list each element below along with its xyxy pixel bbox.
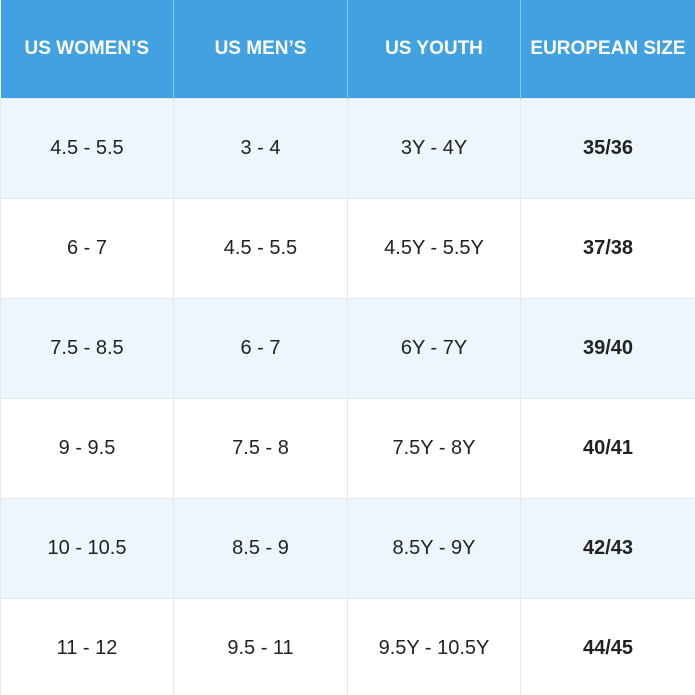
table-cell: 39/40: [520, 298, 695, 399]
table-row: 4.5 - 5.5 3 - 4 3Y - 4Y 35/36: [0, 98, 695, 199]
table-cell: 40/41: [520, 398, 695, 499]
table-cell: 9.5 - 11: [173, 598, 348, 695]
table-cell: 6 - 7: [0, 198, 174, 299]
table-cell: 10 - 10.5: [0, 498, 174, 599]
table-cell: 42/43: [520, 498, 695, 599]
table-cell: 3 - 4: [173, 98, 348, 199]
table-cell: 8.5 - 9: [173, 498, 348, 599]
table-cell: 7.5 - 8: [173, 398, 348, 499]
table-cell: 44/45: [520, 598, 695, 695]
table-body: 4.5 - 5.5 3 - 4 3Y - 4Y 35/36 6 - 7 4.5 - 5.5…: [0, 98, 695, 695]
table-cell: 9.5Y - 10.5Y: [347, 598, 521, 695]
table-cell: 4.5 - 5.5: [173, 198, 348, 299]
table-cell: 35/36: [520, 98, 695, 199]
table-row: 10 - 10.5 8.5 - 9 8.5Y - 9Y 42/43: [0, 498, 695, 599]
header-row: US WOMEN’S US MEN’S US YOUTH EUROPEAN SIZE: [0, 0, 695, 99]
header-cell: US YOUTH: [347, 0, 521, 99]
table-cell: 7.5 - 8.5: [0, 298, 174, 399]
table-head: US WOMEN’S US MEN’S US YOUTH EUROPEAN SIZE: [0, 0, 695, 99]
table-row: 7.5 - 8.5 6 - 7 6Y - 7Y 39/40: [0, 298, 695, 399]
header-cell: EUROPEAN SIZE: [520, 0, 695, 99]
table-cell: 4.5Y - 5.5Y: [347, 198, 521, 299]
table-cell: 4.5 - 5.5: [0, 98, 174, 199]
header-cell: US MEN’S: [173, 0, 348, 99]
table-cell: 6Y - 7Y: [347, 298, 521, 399]
table-row: 9 - 9.5 7.5 - 8 7.5Y - 8Y 40/41: [0, 398, 695, 499]
table-row: 6 - 7 4.5 - 5.5 4.5Y - 5.5Y 37/38: [0, 198, 695, 299]
table-row: 11 - 12 9.5 - 11 9.5Y - 10.5Y 44/45: [0, 598, 695, 695]
table-cell: 8.5Y - 9Y: [347, 498, 521, 599]
table-cell: 9 - 9.5: [0, 398, 174, 499]
table-cell: 11 - 12: [0, 598, 174, 695]
header-cell: US WOMEN’S: [0, 0, 174, 99]
table-cell: 7.5Y - 8Y: [347, 398, 521, 499]
table-cell: 37/38: [520, 198, 695, 299]
table-cell: 3Y - 4Y: [347, 98, 521, 199]
table-cell: 6 - 7: [173, 298, 348, 399]
